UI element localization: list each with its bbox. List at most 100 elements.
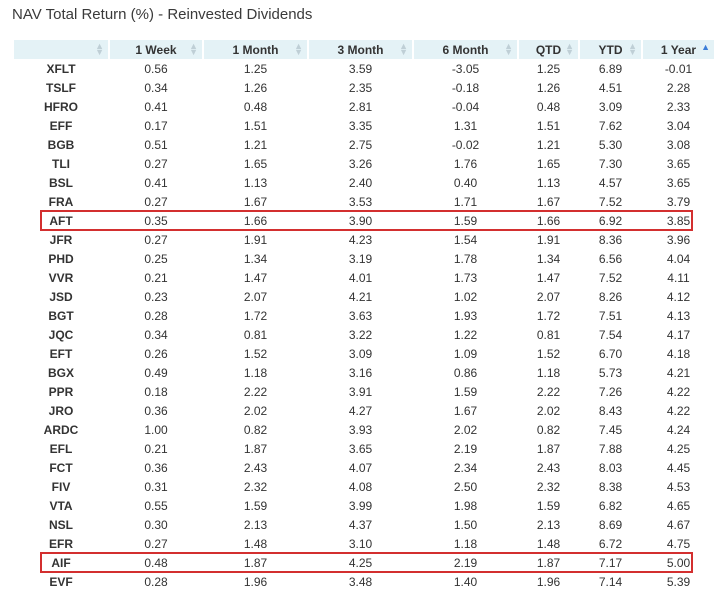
value-cell: 0.81 bbox=[243, 327, 268, 342]
ticker-cell: NSL bbox=[49, 517, 73, 532]
value-cell: 4.57 bbox=[598, 175, 623, 190]
value-cell: 0.36 bbox=[144, 460, 168, 475]
value-cell: 0.40 bbox=[453, 175, 478, 190]
table-row: TLI 0.27 1.65 3.26 1.76 1.65 7.30 3.65 bbox=[14, 154, 714, 173]
value-cell: 0.41 bbox=[144, 99, 168, 114]
value-cell: 8.38 bbox=[598, 479, 623, 494]
value-cell: 1.48 bbox=[243, 536, 268, 551]
value-cell: 7.26 bbox=[598, 384, 623, 399]
value-cell: 2.75 bbox=[348, 137, 373, 152]
value-cell: 1.50 bbox=[453, 517, 478, 532]
ticker-cell: VTA bbox=[49, 498, 73, 513]
value-cell: 0.35 bbox=[144, 213, 168, 228]
table-row: JFR 0.27 1.91 4.23 1.54 1.91 8.36 3.96 bbox=[14, 230, 714, 249]
value-cell: 3.09 bbox=[598, 99, 623, 114]
value-cell: 0.27 bbox=[144, 194, 168, 209]
value-cell: 1.26 bbox=[243, 80, 268, 95]
value-cell: 4.21 bbox=[348, 289, 373, 304]
value-cell: 2.07 bbox=[536, 289, 561, 304]
ticker-cell: PHD bbox=[48, 251, 74, 266]
value-cell: 3.26 bbox=[348, 156, 373, 171]
column-header-1-week[interactable]: 1 Week ▲ ▼ bbox=[110, 40, 202, 59]
ticker-cell: ARDC bbox=[43, 422, 79, 437]
table-row: BGT 0.28 1.72 3.63 1.93 1.72 7.51 4.13 bbox=[14, 306, 714, 325]
value-cell: 1.31 bbox=[453, 118, 478, 133]
table-row: EFR 0.27 1.48 3.10 1.18 1.48 6.72 4.75 bbox=[14, 534, 714, 553]
value-cell: 1.96 bbox=[243, 574, 268, 589]
table-row: TSLF 0.34 1.26 2.35 -0.18 1.26 4.51 2.28 bbox=[14, 78, 714, 97]
value-cell: 0.49 bbox=[144, 365, 168, 380]
table-row: EFT 0.26 1.52 3.09 1.09 1.52 6.70 4.18 bbox=[14, 344, 714, 363]
value-cell: 1.87 bbox=[243, 555, 268, 570]
table-row: BGB 0.51 1.21 2.75 -0.02 1.21 5.30 3.08 bbox=[14, 135, 714, 154]
value-cell: 7.52 bbox=[598, 270, 623, 285]
ticker-cell: AIF bbox=[51, 555, 71, 570]
value-cell: 2.13 bbox=[536, 517, 561, 532]
value-cell: 3.65 bbox=[666, 156, 691, 171]
value-cell: 1.59 bbox=[243, 498, 268, 513]
value-cell: 1.59 bbox=[453, 384, 478, 399]
column-header-ytd[interactable]: YTD ▲ ▼ bbox=[580, 40, 641, 59]
value-cell: 0.56 bbox=[144, 61, 168, 76]
column-header-1-year[interactable]: 1 Year ▲ bbox=[643, 40, 714, 59]
value-cell: 0.26 bbox=[144, 346, 168, 361]
value-cell: 1.18 bbox=[453, 536, 478, 551]
value-cell: 3.04 bbox=[666, 118, 691, 133]
value-cell: 1.26 bbox=[536, 80, 561, 95]
value-cell: 2.02 bbox=[536, 403, 561, 418]
value-cell: -0.01 bbox=[664, 61, 693, 76]
column-header-1-month[interactable]: 1 Month ▲ ▼ bbox=[204, 40, 307, 59]
value-cell: 2.19 bbox=[453, 555, 478, 570]
value-cell: 0.82 bbox=[536, 422, 561, 437]
value-cell: 3.08 bbox=[666, 137, 691, 152]
value-cell: 8.43 bbox=[598, 403, 623, 418]
table-row: FCT 0.36 2.43 4.07 2.34 2.43 8.03 4.45 bbox=[14, 458, 714, 477]
value-cell: 1.78 bbox=[453, 251, 478, 266]
value-cell: 4.22 bbox=[666, 384, 691, 399]
value-cell: 4.45 bbox=[666, 460, 691, 475]
value-cell: 6.56 bbox=[598, 251, 623, 266]
value-cell: 1.66 bbox=[243, 213, 268, 228]
value-cell: 6.72 bbox=[598, 536, 623, 551]
value-cell: 1.52 bbox=[536, 346, 561, 361]
column-header-label: 1 Week bbox=[135, 42, 177, 57]
value-cell: 3.22 bbox=[348, 327, 373, 342]
value-cell: 7.51 bbox=[598, 308, 623, 323]
table-row: VVR 0.21 1.47 4.01 1.73 1.47 7.52 4.11 bbox=[14, 268, 714, 287]
table-row: HFRO 0.41 0.48 2.81 -0.04 0.48 3.09 2.33 bbox=[14, 97, 714, 116]
ticker-cell: TSLF bbox=[46, 80, 76, 95]
value-cell: 1.47 bbox=[536, 270, 561, 285]
table-row: FIV 0.31 2.32 4.08 2.50 2.32 8.38 4.53 bbox=[14, 477, 714, 496]
value-cell: 2.28 bbox=[666, 80, 691, 95]
value-cell: 8.03 bbox=[598, 460, 623, 475]
table-row: BSL 0.41 1.13 2.40 0.40 1.13 4.57 3.65 bbox=[14, 173, 714, 192]
ticker-cell: XFLT bbox=[46, 61, 76, 76]
value-cell: 7.17 bbox=[598, 555, 623, 570]
value-cell: 1.65 bbox=[243, 156, 268, 171]
value-cell: 7.14 bbox=[598, 574, 623, 589]
value-cell: 6.70 bbox=[598, 346, 623, 361]
sort-icon: ▲ ▼ bbox=[399, 41, 408, 57]
column-header-qtd[interactable]: QTD ▲ ▼ bbox=[519, 40, 578, 59]
value-cell: 0.18 bbox=[144, 384, 168, 399]
value-cell: 0.17 bbox=[144, 118, 168, 133]
value-cell: 0.27 bbox=[144, 156, 168, 171]
value-cell: 1.21 bbox=[243, 137, 268, 152]
value-cell: 0.34 bbox=[144, 80, 168, 95]
value-cell: 4.04 bbox=[666, 251, 691, 266]
value-cell: 0.48 bbox=[243, 99, 268, 114]
column-header-3-month[interactable]: 3 Month ▲ ▼ bbox=[309, 40, 412, 59]
value-cell: -0.04 bbox=[451, 99, 480, 114]
column-header-ticker[interactable]: ▲ ▼ bbox=[14, 40, 108, 59]
value-cell: 2.40 bbox=[348, 175, 373, 190]
value-cell: 4.51 bbox=[598, 80, 623, 95]
value-cell: 1.66 bbox=[536, 213, 561, 228]
value-cell: 2.19 bbox=[453, 441, 478, 456]
ticker-cell: PPR bbox=[48, 384, 74, 399]
value-cell: 1.73 bbox=[453, 270, 478, 285]
value-cell: 3.48 bbox=[348, 574, 373, 589]
value-cell: 0.21 bbox=[144, 441, 168, 456]
value-cell: 3.59 bbox=[348, 61, 373, 76]
value-cell: 1.96 bbox=[536, 574, 561, 589]
column-header-6-month[interactable]: 6 Month ▲ ▼ bbox=[414, 40, 517, 59]
